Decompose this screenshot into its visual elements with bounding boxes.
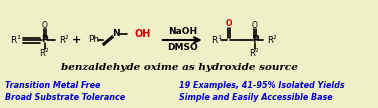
Text: Broad Substrate Tolerance: Broad Substrate Tolerance <box>5 92 125 102</box>
Text: O: O <box>252 21 258 29</box>
Text: R$^2$: R$^2$ <box>249 47 260 59</box>
Text: R$^2$: R$^2$ <box>39 47 50 59</box>
Text: DMSO: DMSO <box>167 44 198 52</box>
Text: R$^1$: R$^1$ <box>9 34 21 46</box>
Text: R$^2$: R$^2$ <box>59 34 70 46</box>
Text: OH: OH <box>134 29 150 39</box>
Text: P: P <box>252 36 258 44</box>
Text: R$^2$: R$^2$ <box>267 34 279 46</box>
Text: Simple and Easily Accessible Base: Simple and Easily Accessible Base <box>179 92 333 102</box>
Text: Transition Metal Free: Transition Metal Free <box>5 80 100 90</box>
Text: +: + <box>71 35 81 45</box>
Text: R$^1$: R$^1$ <box>211 34 223 46</box>
Text: P: P <box>42 36 48 44</box>
Text: Ph: Ph <box>88 36 100 44</box>
Text: 19 Examples, 41-95% Isolated Yields: 19 Examples, 41-95% Isolated Yields <box>179 80 344 90</box>
Text: benzaldehyde oxime as hydroxide source: benzaldehyde oxime as hydroxide source <box>61 64 298 72</box>
Text: O: O <box>226 18 232 28</box>
Text: N: N <box>112 29 120 38</box>
Text: NaOH: NaOH <box>167 26 197 36</box>
Text: O: O <box>42 21 48 29</box>
